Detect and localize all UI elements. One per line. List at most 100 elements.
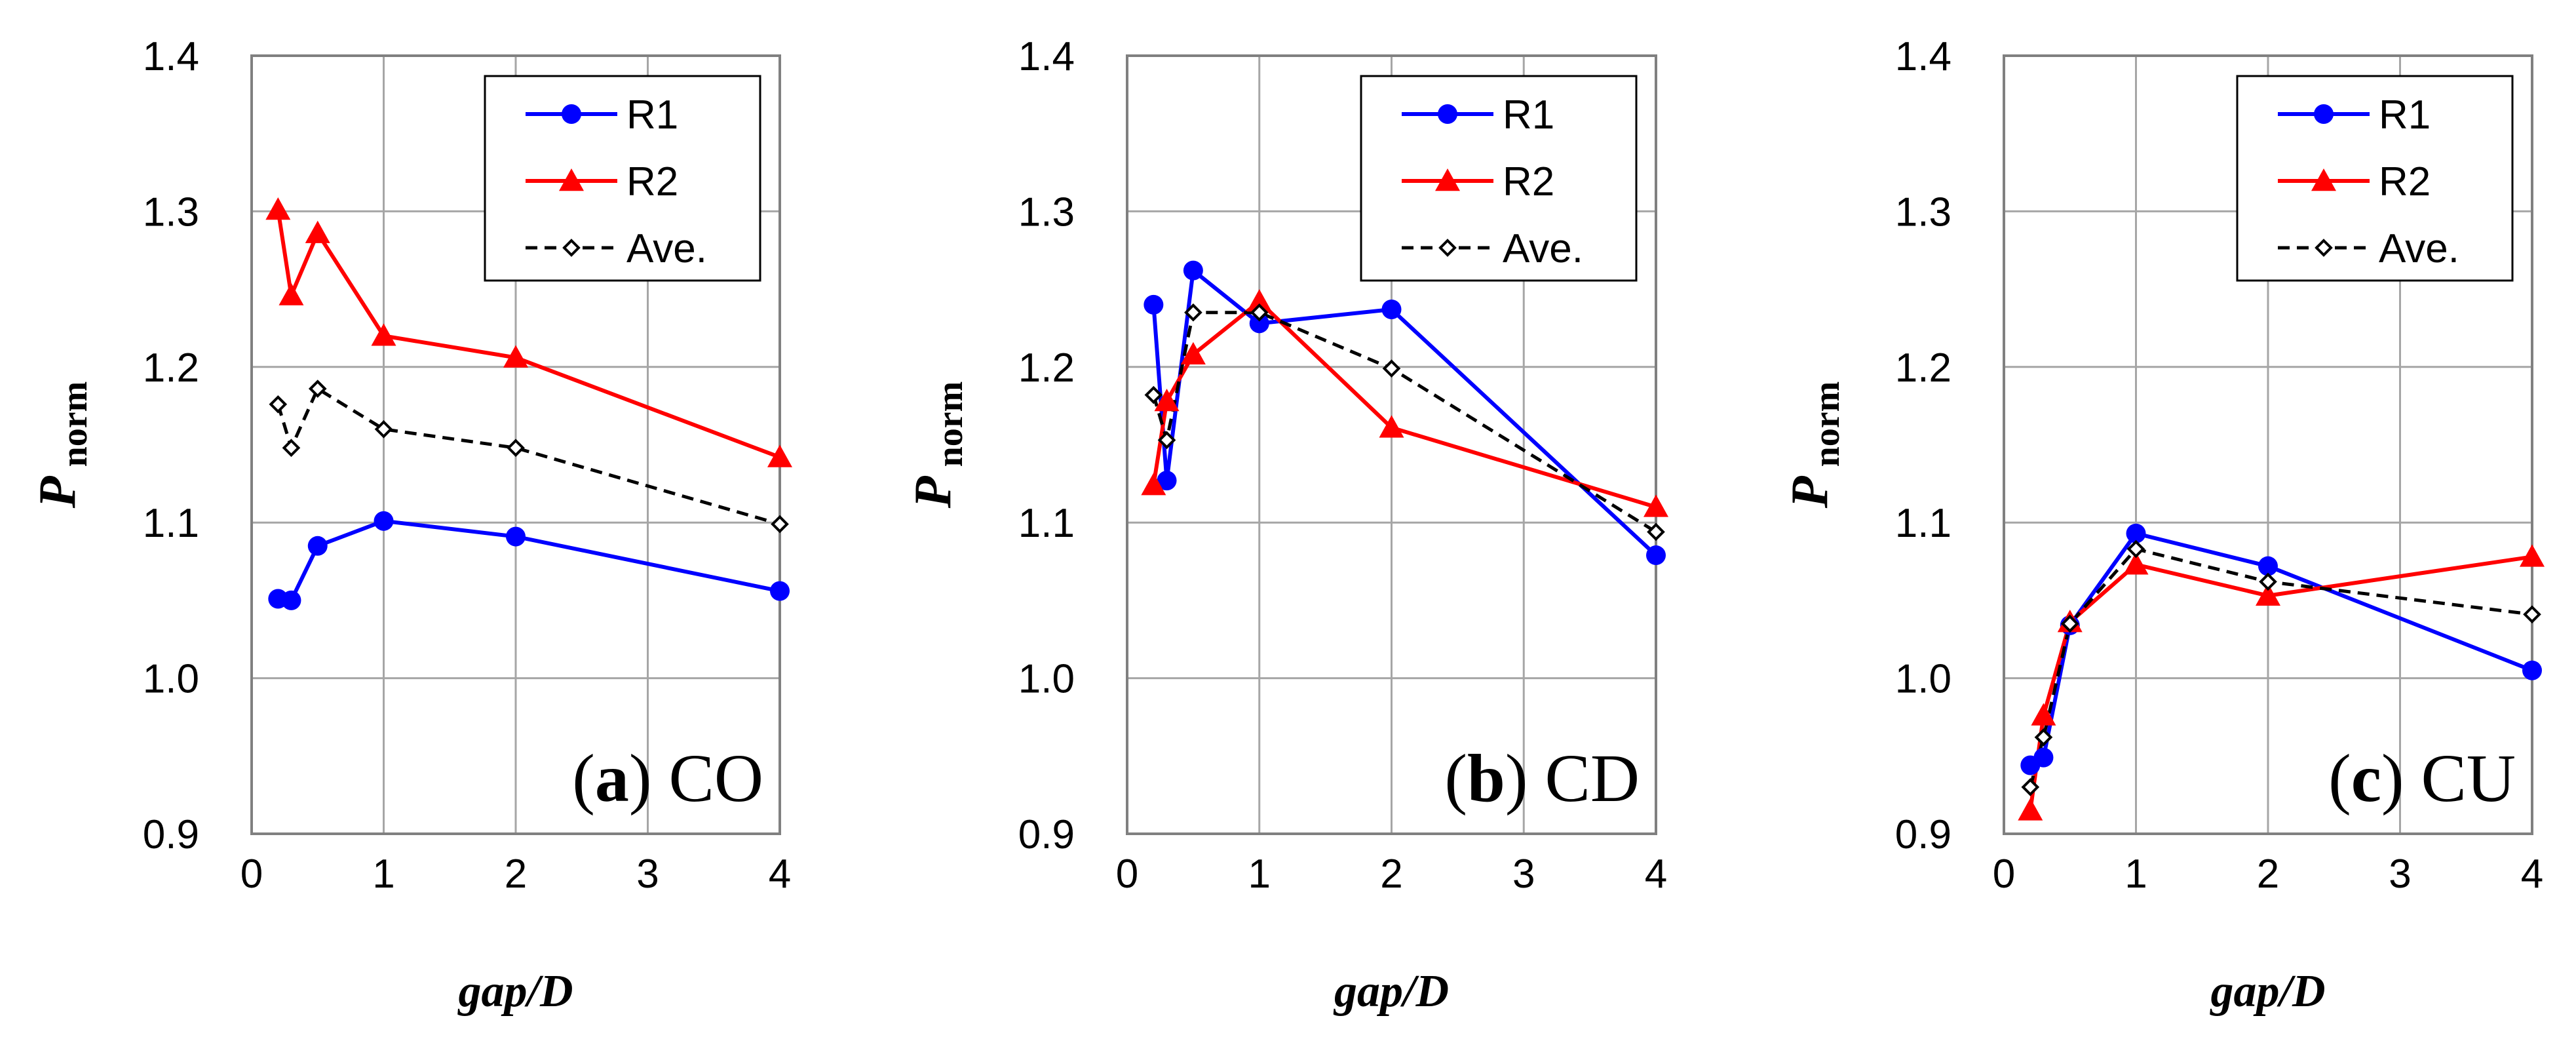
legend-marker-diamond bbox=[562, 239, 581, 257]
data-point-diamond bbox=[1144, 385, 1163, 404]
data-point-triangle bbox=[767, 444, 792, 467]
panel-label-close: ) bbox=[1505, 741, 1545, 816]
x-tick-label: 2 bbox=[2257, 851, 2279, 897]
data-point-circle bbox=[374, 511, 394, 531]
panel-label-letter: b bbox=[1467, 741, 1505, 816]
plot-frame bbox=[2003, 54, 2533, 835]
y-tick-label: 1.0 bbox=[143, 657, 199, 702]
data-point-triangle bbox=[1141, 473, 1166, 496]
y-tick-label: 0.9 bbox=[1018, 812, 1075, 857]
x-tick-label: 0 bbox=[240, 851, 263, 897]
y-tick-label: 0.9 bbox=[143, 812, 199, 857]
panel-label: (c) CU bbox=[2328, 741, 2516, 816]
data-point-circle bbox=[1381, 299, 1402, 319]
y-tick-label: 1.1 bbox=[1895, 501, 1951, 546]
chart-panel-b: 0 1 2 3 4 0.9 1.0 1.1 1.2 1.3 1.4 gap/D Pnorm R1 R2 Ave… bbox=[904, 34, 1668, 1017]
y-axis-title-subscript: norm bbox=[930, 382, 971, 467]
data-point-diamond bbox=[771, 515, 789, 534]
legend-label: R1 bbox=[1503, 92, 1554, 138]
series-line-triangle bbox=[1151, 299, 1657, 509]
y-tick-label: 1.2 bbox=[1018, 345, 1075, 391]
x-tick-label: 4 bbox=[769, 851, 791, 897]
legend-label: R2 bbox=[626, 159, 678, 205]
legend-marker-circle bbox=[2314, 104, 2334, 124]
panel-label-open: ( bbox=[2328, 741, 2351, 816]
data-point-diamond bbox=[1382, 359, 1401, 378]
series-line-triangle bbox=[276, 209, 781, 460]
data-point-diamond bbox=[308, 380, 327, 398]
legend-label: Ave. bbox=[1503, 226, 1583, 271]
data-point-diamond bbox=[1647, 522, 1665, 541]
chart-panel-a: 0 1 2 3 4 0.9 1.0 1.1 1.2 1.3 1.4 gap/D Pnorm R1 R2 Ave… bbox=[29, 34, 792, 1017]
x-tick-label: 3 bbox=[1512, 851, 1535, 897]
data-point-diamond bbox=[2126, 539, 2145, 558]
legend-marker-triangle bbox=[2311, 168, 2336, 191]
legend-marker-circle bbox=[562, 104, 581, 124]
data-point-diamond bbox=[282, 439, 301, 458]
x-tick-label: 2 bbox=[505, 851, 527, 897]
legend-label: R1 bbox=[626, 92, 678, 138]
panel-label-name: CU bbox=[2421, 741, 2516, 816]
data-point-triangle bbox=[1379, 415, 1404, 438]
series-line-diamond bbox=[276, 386, 780, 526]
y-tick-label: 1.3 bbox=[1018, 189, 1075, 235]
x-tick-label: 4 bbox=[2521, 851, 2543, 897]
data-point-triangle bbox=[371, 323, 396, 346]
data-point-circle bbox=[281, 590, 301, 610]
y-axis-title: Pnorm bbox=[1781, 382, 1847, 509]
y-tick-label: 1.4 bbox=[1895, 34, 1951, 79]
y-tick-label: 1.2 bbox=[143, 345, 199, 391]
y-tick-label: 1.0 bbox=[1018, 657, 1075, 702]
data-point-circle bbox=[2033, 747, 2054, 768]
data-point-triangle bbox=[1154, 389, 1180, 412]
legend-box bbox=[484, 75, 761, 282]
series-line-circle bbox=[277, 518, 780, 603]
panel-label-close: ) bbox=[2381, 741, 2421, 816]
x-tick-label: 4 bbox=[1645, 851, 1667, 897]
data-point-triangle bbox=[1180, 342, 1206, 365]
data-point-circle bbox=[307, 536, 328, 556]
data-point-diamond bbox=[2034, 728, 2053, 747]
chart-panel-c: 0 1 2 3 4 0.9 1.0 1.1 1.2 1.3 1.4 gap/D Pnorm R1 R2 Ave… bbox=[1781, 34, 2545, 1017]
x-axis-title: gap/D bbox=[1333, 966, 1449, 1017]
data-point-triangle bbox=[2123, 552, 2149, 575]
y-tick-label: 1.0 bbox=[1895, 657, 1951, 702]
y-axis-title-subscript: norm bbox=[1807, 382, 1847, 467]
data-point-diamond bbox=[269, 395, 288, 414]
data-point-triangle bbox=[2018, 798, 2043, 821]
data-point-circle bbox=[1183, 260, 1203, 281]
data-point-circle bbox=[1144, 294, 1164, 315]
x-tick-label: 1 bbox=[2124, 851, 2147, 897]
data-point-triangle bbox=[1644, 494, 1668, 517]
x-tick-label: 1 bbox=[372, 851, 394, 897]
y-tick-label: 0.9 bbox=[1895, 812, 1951, 857]
legend-marker-triangle bbox=[559, 168, 584, 191]
data-point-circle bbox=[2258, 556, 2278, 576]
series-line-diamond bbox=[2028, 547, 2533, 788]
panel-label-close: ) bbox=[629, 741, 669, 816]
data-point-circle bbox=[1249, 313, 1269, 334]
y-axis-title-subscript: norm bbox=[54, 382, 95, 467]
legend-marker-diamond bbox=[1438, 239, 1457, 257]
data-point-circle bbox=[2126, 523, 2146, 543]
legend: R1 R2 Ave. bbox=[1360, 75, 1638, 282]
legend-marker-diamond bbox=[2315, 239, 2333, 257]
data-point-diamond bbox=[2021, 777, 2040, 796]
legend-label: Ave. bbox=[626, 226, 707, 271]
panel-label-open: ( bbox=[572, 741, 595, 816]
panel-label-letter: c bbox=[2351, 741, 2381, 816]
panel-label-name: CO bbox=[669, 741, 763, 816]
legend-marker-triangle bbox=[1435, 168, 1460, 191]
panel-label-letter: a bbox=[595, 741, 629, 816]
data-point-diamond bbox=[1157, 431, 1176, 450]
legend-label: R1 bbox=[2379, 92, 2431, 138]
legend-label: R2 bbox=[2379, 159, 2431, 205]
y-axis-title-main: P bbox=[1781, 475, 1839, 509]
data-point-diamond bbox=[2523, 605, 2541, 624]
data-point-triangle bbox=[2520, 544, 2545, 567]
data-point-diamond bbox=[1184, 303, 1202, 322]
x-tick-label: 1 bbox=[1248, 851, 1271, 897]
legend: R1 R2 Ave. bbox=[484, 75, 761, 282]
panel-label-open: ( bbox=[1444, 741, 1467, 816]
legend-label: Ave. bbox=[2379, 226, 2459, 271]
